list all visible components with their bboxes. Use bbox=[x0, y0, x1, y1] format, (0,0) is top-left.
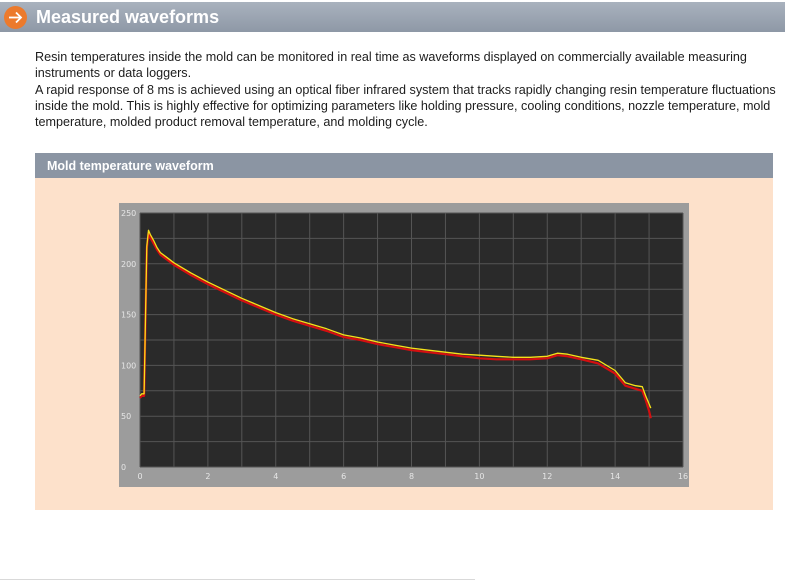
arrow-right-icon bbox=[4, 5, 27, 29]
y-tick-label: 250 bbox=[121, 209, 136, 218]
arrow-right-glyph bbox=[9, 11, 23, 23]
grid-lines bbox=[139, 212, 684, 468]
x-tick-label: 8 bbox=[409, 472, 414, 481]
y-tick-label: 150 bbox=[121, 311, 136, 320]
intro-paragraph-2: A rapid response of 8 ms is achieved usi… bbox=[35, 82, 776, 130]
x-tick-label: 6 bbox=[341, 472, 346, 481]
series-line-2 bbox=[139, 229, 652, 409]
x-tick-label: 4 bbox=[273, 472, 278, 481]
y-tick-label: 200 bbox=[121, 260, 136, 269]
header-bar: Measured waveforms bbox=[0, 2, 785, 32]
x-tick-label: 10 bbox=[474, 472, 484, 481]
x-tick-label: 16 bbox=[678, 472, 688, 481]
y-tick-label: 100 bbox=[121, 361, 136, 370]
y-tick-label: 0 bbox=[121, 463, 126, 472]
section-header: Mold temperature waveform bbox=[35, 153, 773, 178]
x-tick-label: 14 bbox=[610, 472, 620, 481]
x-tick-label: 12 bbox=[542, 472, 552, 481]
series-lines bbox=[139, 229, 652, 419]
footer-divider bbox=[0, 579, 475, 580]
intro-paragraph-1: Resin temperatures inside the mold can b… bbox=[35, 50, 747, 81]
series-line-1 bbox=[139, 232, 652, 419]
x-tick-label: 2 bbox=[205, 472, 210, 481]
waveform-chart: 0 2 4 6 8 10 12 14 16 0 50 100 150 200 250 bbox=[119, 203, 689, 487]
section-title: Mold temperature waveform bbox=[47, 158, 214, 173]
page-title: Measured waveforms bbox=[36, 6, 220, 27]
y-tick-label: 50 bbox=[121, 412, 131, 421]
x-tick-label: 0 bbox=[137, 472, 142, 481]
intro-text: Resin temperatures inside the mold can b… bbox=[35, 49, 780, 130]
axis-tick-labels: 0 2 4 6 8 10 12 14 16 0 50 100 150 200 250 bbox=[121, 209, 688, 481]
